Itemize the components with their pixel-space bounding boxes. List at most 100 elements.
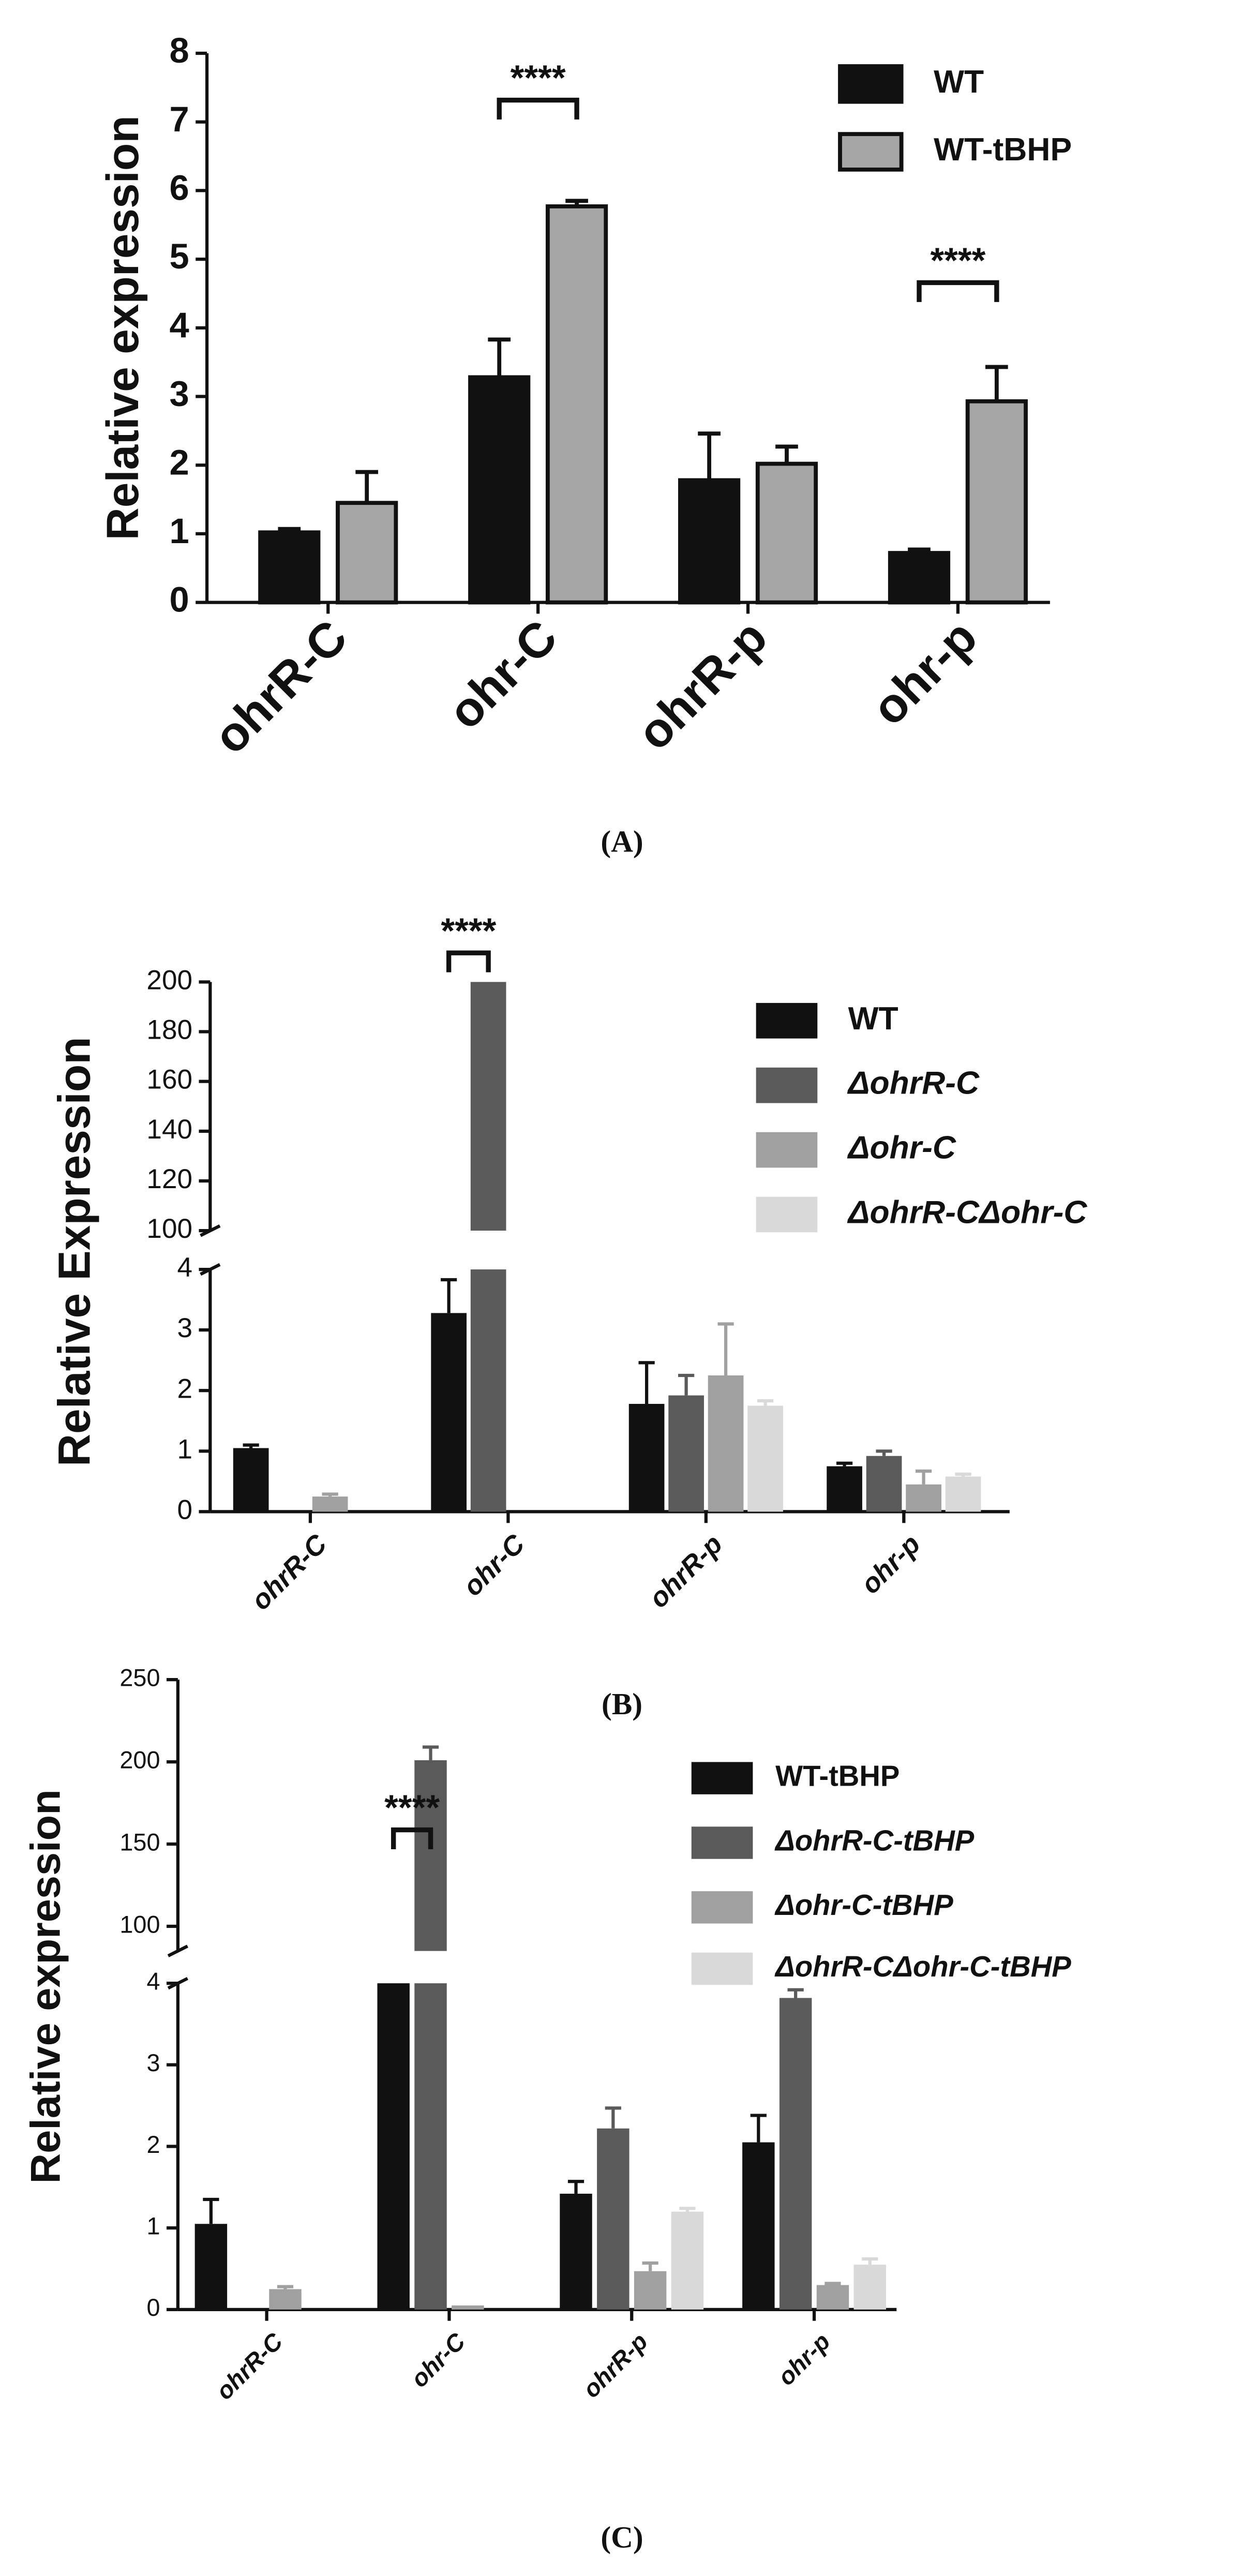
y-tick-label: 180	[146, 1015, 192, 1045]
legend-label: WT-tBHP	[775, 1759, 900, 1792]
y-tick-label: 250	[119, 1665, 160, 1691]
legend-label: WT	[848, 1000, 898, 1037]
y-tick-label: 100	[119, 1911, 160, 1938]
y-tick-label: 200	[146, 965, 192, 995]
bar	[597, 2128, 630, 2310]
panel-label: (B)	[602, 1687, 642, 1721]
axis-break	[167, 1944, 189, 1957]
y-tick-label: 100	[146, 1214, 192, 1244]
significance-bracket	[446, 950, 491, 972]
significance-label: ****	[511, 58, 566, 98]
bar	[452, 2305, 484, 2310]
legend-label: Δohr-C	[847, 1130, 956, 1166]
bar	[258, 530, 321, 605]
bar	[233, 1448, 269, 1512]
x-tick-label: ohrR-C	[211, 2327, 288, 2405]
y-tick-label: 5	[170, 236, 189, 276]
legend-swatch	[838, 64, 904, 104]
legend-label: ΔohrR-CΔohr-C-tBHP	[774, 1950, 1071, 1983]
x-tick-label: ohrR-p	[643, 1529, 729, 1614]
y-tick-label: 160	[146, 1065, 192, 1095]
panel-label: (A)	[601, 825, 643, 859]
y-tick-label: 3	[177, 1313, 192, 1343]
legend-label: ΔohrR-C-tBHP	[774, 1824, 975, 1856]
y-axis-label: Relative expression	[97, 115, 148, 540]
bar	[269, 2289, 302, 2310]
legend-swatch	[756, 1196, 818, 1233]
bar	[377, 1983, 410, 2310]
bar	[628, 1404, 665, 1512]
bar	[866, 1456, 902, 1512]
bar	[816, 2285, 849, 2310]
axis-break	[200, 1224, 221, 1237]
bar	[468, 375, 531, 605]
y-tick-label: 140	[146, 1114, 192, 1145]
bar	[194, 2224, 228, 2310]
bar	[945, 1476, 981, 1512]
y-tick-label: 2	[146, 2131, 160, 2158]
y-tick-label: 0	[170, 580, 189, 620]
significance-bracket	[391, 1827, 433, 1849]
y-tick-label: 200	[119, 1746, 160, 1773]
y-tick-label: 1	[146, 2213, 160, 2240]
legend-label: Δohr-C-tBHP	[774, 1889, 953, 1921]
significance-bracket	[497, 97, 579, 120]
bar	[853, 2265, 886, 2310]
x-tick-label: ohrR-p	[578, 2328, 653, 2403]
bar	[634, 2271, 667, 2310]
x-tick-label: ohr-C	[406, 2327, 471, 2392]
y-tick-label: 2	[170, 442, 189, 482]
x-tick-label: ohr-p	[861, 609, 987, 735]
significance-label: ****	[930, 241, 985, 280]
legend-swatch	[691, 1952, 753, 1985]
y-tick-label: 8	[170, 31, 189, 70]
bar	[414, 1983, 447, 2310]
y-axis-label: Relative Expression	[49, 1037, 99, 1466]
bar	[560, 2193, 592, 2310]
y-tick-label: 0	[146, 2294, 160, 2321]
legend-label: WT-tBHP	[934, 131, 1072, 168]
y-tick-label: 1	[170, 511, 189, 551]
y-tick-label: 4	[146, 1968, 160, 1995]
x-tick-label: ohr-p	[772, 2328, 835, 2390]
bar	[742, 2142, 775, 2310]
bar	[431, 1313, 467, 1512]
y-tick-label: 4	[177, 1252, 192, 1283]
bar	[888, 551, 951, 605]
x-tick-label: ohr-C	[438, 609, 567, 739]
bar	[545, 204, 608, 605]
y-tick-label: 6	[170, 168, 189, 208]
bar	[312, 1496, 348, 1512]
x-tick-label: ohrR-p	[626, 609, 777, 760]
y-tick-label: 1	[177, 1434, 192, 1464]
y-tick-label: 120	[146, 1164, 192, 1194]
legend-label: ΔohrR-CΔohr-C	[847, 1194, 1088, 1230]
bar	[827, 1466, 862, 1512]
bar	[678, 478, 741, 605]
axis-break	[167, 1976, 189, 1990]
bar-upper	[470, 982, 506, 1231]
bar	[906, 1484, 941, 1512]
legend-swatch	[756, 1067, 818, 1103]
x-tick-label: ohr-C	[457, 1529, 531, 1602]
bar-upper	[414, 1760, 447, 1951]
bar	[779, 1998, 812, 2310]
legend-swatch	[756, 1132, 818, 1168]
bar	[708, 1375, 744, 1512]
legend-swatch	[756, 1002, 818, 1039]
bar	[755, 461, 818, 605]
y-tick-label: 4	[170, 305, 189, 345]
x-tick-label: ohr-p	[855, 1529, 926, 1600]
axis-break	[200, 1263, 221, 1276]
bar	[668, 1395, 704, 1512]
legend-label: WT	[934, 64, 984, 100]
bar	[965, 399, 1028, 605]
x-tick-label: ohrR-C	[245, 1529, 333, 1616]
y-tick-label: 3	[146, 2049, 160, 2076]
x-tick-label: ohrR-C	[203, 609, 357, 764]
bar	[336, 501, 398, 605]
bar	[747, 1405, 783, 1512]
legend-swatch	[838, 132, 904, 172]
